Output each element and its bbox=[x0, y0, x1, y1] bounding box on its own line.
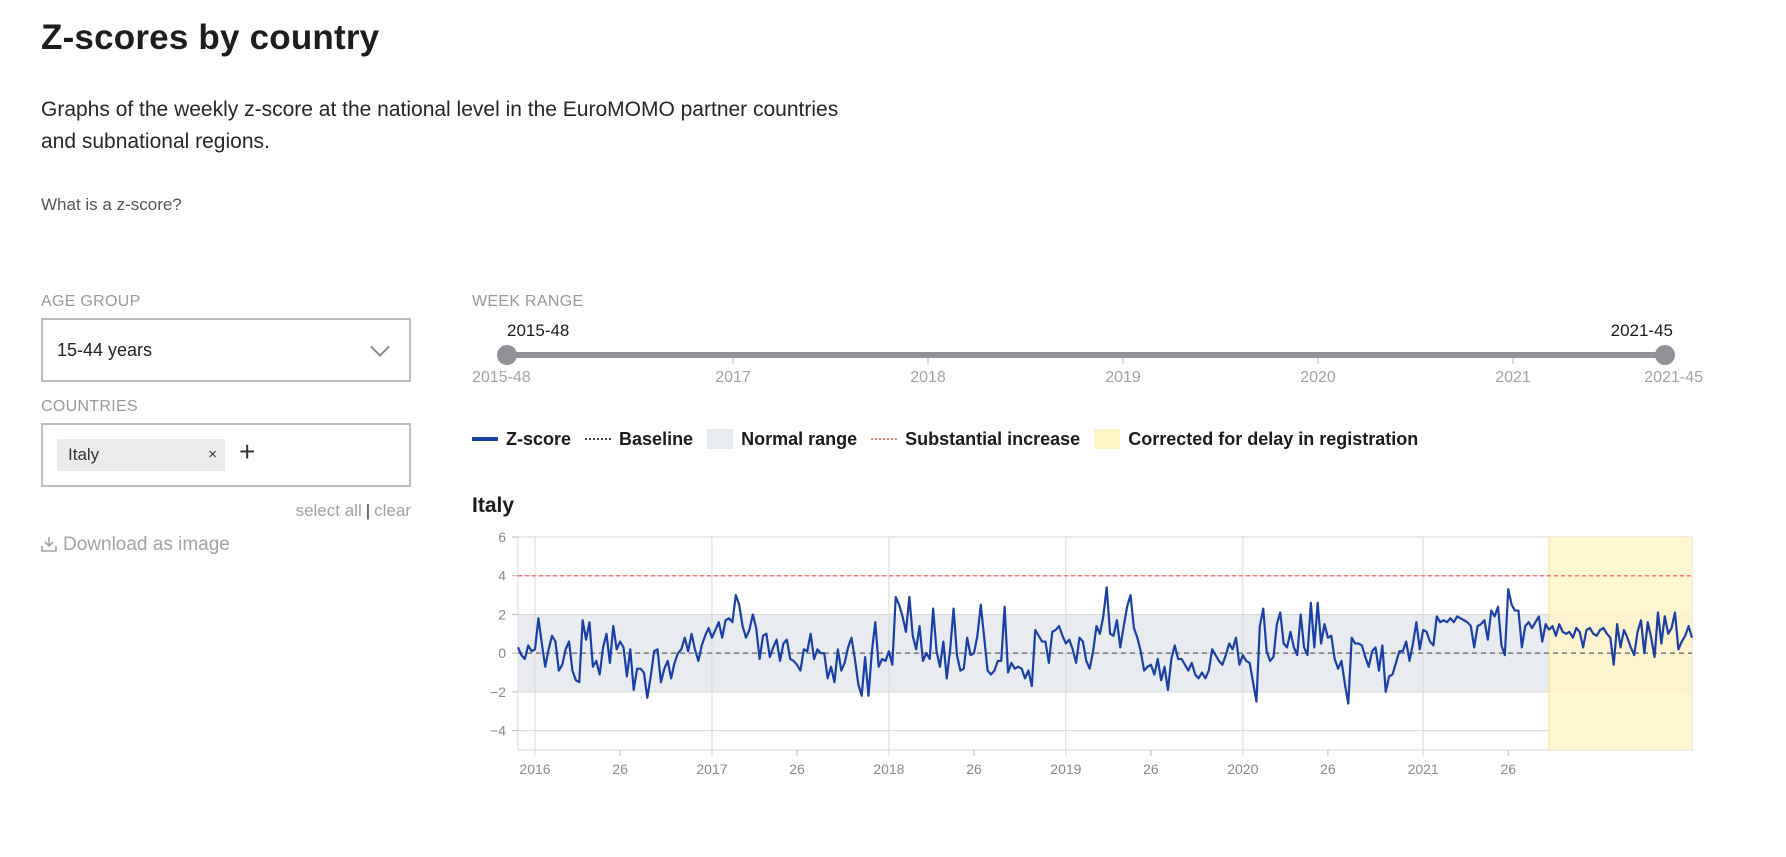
x-tick-label: 26 bbox=[966, 761, 982, 777]
legend-corrected-delay: Corrected for delay in registration bbox=[1094, 429, 1418, 450]
week-range-label: WEEK RANGE bbox=[472, 293, 584, 310]
y-tick-label: 2 bbox=[498, 606, 506, 622]
x-tick-label: 26 bbox=[1320, 761, 1336, 777]
what-is-zscore-link[interactable]: What is a z-score? bbox=[41, 195, 182, 214]
x-tick-label: 26 bbox=[612, 761, 628, 777]
x-tick-label: 2018 bbox=[873, 761, 904, 777]
close-icon[interactable]: × bbox=[208, 446, 217, 463]
legend-label-zscore: Z-score bbox=[506, 428, 572, 449]
zscore-series-line bbox=[516, 586, 1551, 705]
range-tick-label: 2017 bbox=[715, 369, 751, 386]
select-links: select all | clear bbox=[296, 501, 411, 521]
legend-swatch-corrected-delay bbox=[1094, 429, 1121, 449]
x-tick-label: 2019 bbox=[1050, 761, 1081, 777]
page-intro: Graphs of the weekly z-score at the nati… bbox=[41, 98, 839, 153]
y-tick-label: 0 bbox=[498, 645, 506, 661]
page-title: Z-scores by country bbox=[41, 18, 380, 57]
age-group-select[interactable]: 15-44 years bbox=[41, 318, 411, 382]
x-tick-label: 2016 bbox=[519, 761, 550, 777]
y-tick-label: −4 bbox=[490, 723, 506, 739]
legend-swatch-baseline bbox=[585, 438, 612, 440]
countries-label: COUNTRIES bbox=[41, 398, 138, 415]
legend-label-corrected-delay: Corrected for delay in registration bbox=[1128, 428, 1419, 449]
range-tick-label: 2019 bbox=[1105, 369, 1141, 386]
legend-swatch-substantial-increase bbox=[871, 438, 898, 440]
age-group-label: AGE GROUP bbox=[41, 293, 141, 310]
range-tick-label: 2018 bbox=[910, 369, 946, 386]
chart-legend: Z-score Baseline Normal range Substantia… bbox=[472, 426, 1432, 452]
y-tick-label: −2 bbox=[490, 684, 506, 700]
legend-label-normal-range: Normal range bbox=[741, 428, 858, 449]
download-label: Download as image bbox=[63, 534, 230, 555]
range-track[interactable] bbox=[507, 352, 1665, 358]
x-tick-label: 26 bbox=[1143, 761, 1159, 777]
age-group-value: 15-44 years bbox=[57, 340, 153, 360]
x-tick-label: 2020 bbox=[1227, 761, 1258, 777]
country-chip-italy: Italy × bbox=[57, 439, 225, 471]
chart-title: Italy bbox=[472, 494, 515, 517]
x-tick-label: 26 bbox=[1500, 761, 1516, 777]
range-tick-label: 2021-45 bbox=[1644, 369, 1703, 386]
legend-baseline: Baseline bbox=[585, 429, 693, 450]
range-handle-end[interactable] bbox=[1655, 345, 1675, 365]
x-tick-label: 26 bbox=[789, 761, 805, 777]
chevron-down-icon bbox=[370, 337, 390, 357]
country-chip-label: Italy bbox=[68, 445, 100, 464]
range-start-value: 2015-48 bbox=[507, 321, 569, 340]
download-image-button[interactable]: Download as image bbox=[41, 534, 230, 556]
legend-swatch-zscore bbox=[472, 437, 498, 441]
range-tick-label: 2015-48 bbox=[472, 369, 531, 386]
x-tick-label: 2021 bbox=[1408, 761, 1439, 777]
download-icon bbox=[41, 537, 57, 552]
legend-swatch-normal-range bbox=[707, 429, 734, 449]
legend-zscore: Z-score bbox=[472, 429, 571, 450]
range-handle-start[interactable] bbox=[497, 345, 517, 365]
range-end-value: 2021-45 bbox=[1611, 321, 1673, 340]
range-tick-label: 2020 bbox=[1300, 369, 1336, 386]
legend-label-substantial-increase: Substantial increase bbox=[905, 428, 1081, 449]
y-tick-label: 6 bbox=[498, 529, 506, 545]
legend-label-baseline: Baseline bbox=[619, 428, 694, 449]
legend-substantial-increase: Substantial increase bbox=[871, 429, 1080, 450]
add-country-button[interactable]: + bbox=[239, 436, 256, 467]
countries-input[interactable]: Italy × + bbox=[41, 423, 411, 487]
range-ticks: 2015-48 2017 2018 2019 2020 2021 2021-45 bbox=[472, 358, 1703, 386]
range-tick-label: 2021 bbox=[1495, 369, 1531, 386]
legend-normal-range: Normal range bbox=[707, 429, 857, 450]
zscore-series-corrected-line bbox=[1548, 611, 1694, 666]
x-tick-label: 2017 bbox=[696, 761, 727, 777]
y-tick-label: 4 bbox=[498, 568, 506, 584]
zscore-chart: 6 4 2 0 −2 −4 2016 26 2017 26 2018 26 2019 26 2020 26 20… bbox=[490, 529, 1694, 777]
clear-link[interactable]: clear bbox=[374, 501, 411, 520]
select-all-link[interactable]: select all bbox=[295, 501, 362, 520]
week-range-slider: 2015-48 2021-45 2015-48 2017 2018 2019 2020 2… bbox=[472, 321, 1703, 386]
link-separator: | bbox=[365, 501, 371, 520]
